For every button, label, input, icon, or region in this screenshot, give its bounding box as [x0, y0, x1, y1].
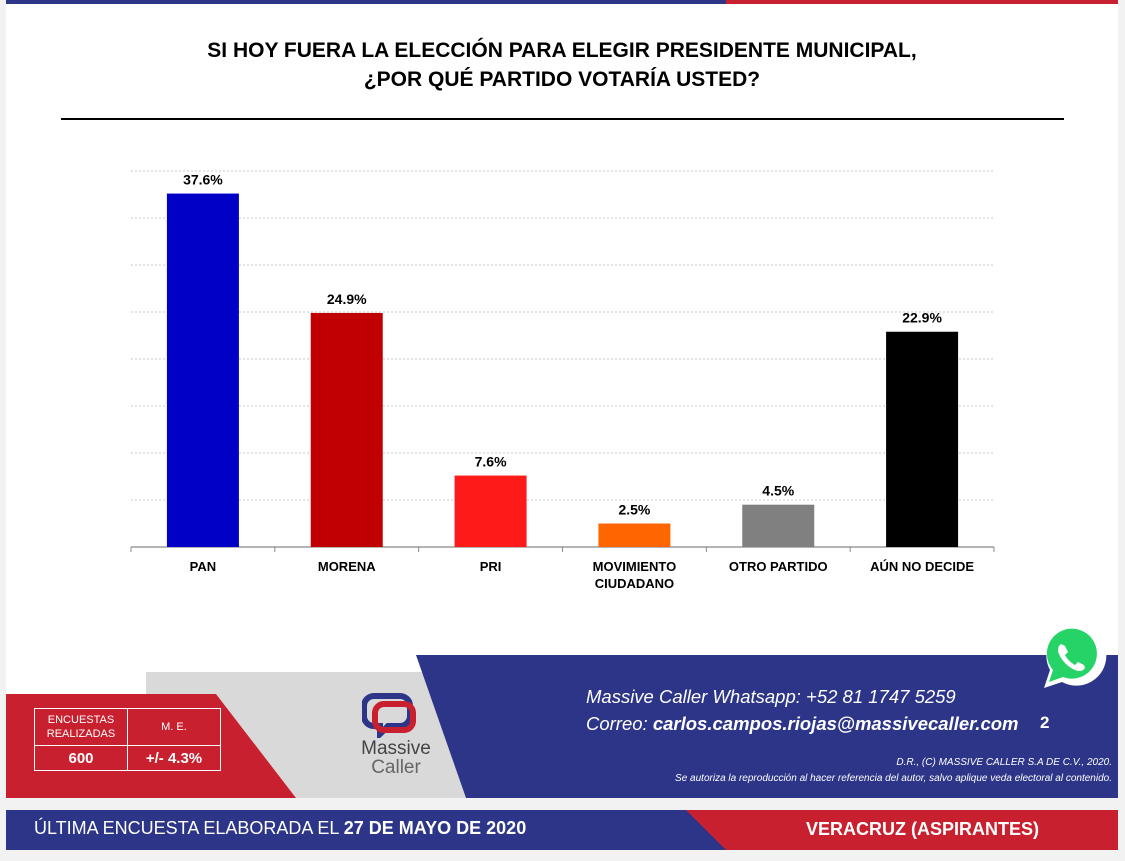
- surveys-label: ENCUESTAS REALIZADAS: [34, 708, 128, 746]
- email-label: Correo:: [586, 713, 648, 734]
- data-label-6: 22.9%: [902, 310, 942, 326]
- survey-stats-table: ENCUESTAS REALIZADAS M. E. 600 +/- 4.3%: [34, 708, 221, 771]
- legal-line-2: Se autoriza la reproducción al hacer ref…: [675, 773, 1112, 784]
- whatsapp-label: Massive Caller Whatsapp:: [586, 686, 801, 707]
- bar-4: [598, 523, 671, 547]
- top-strip: [6, 0, 1118, 4]
- logo-text-massive: Massive: [361, 738, 431, 759]
- whatsapp-icon[interactable]: [1034, 624, 1110, 694]
- massive-caller-logo-icon: [362, 693, 416, 738]
- footer-navy-band: [416, 655, 1118, 798]
- title-rule: [61, 118, 1064, 120]
- margin-value: +/- 4.3%: [127, 745, 221, 771]
- email-contact: Correo: carlos.campos.riojas@massivecall…: [586, 713, 1018, 735]
- chart-title: SI HOY FUERA LA ELECCIÓN PARA ELEGIR PRE…: [6, 36, 1118, 94]
- title-line-1: SI HOY FUERA LA ELECCIÓN PARA ELEGIR PRE…: [207, 39, 917, 62]
- surveys-label-line-2: REALIZADAS: [46, 728, 116, 740]
- surveys-label-line-1: ENCUESTAS: [47, 714, 115, 726]
- last-survey-label: ÚLTIMA ENCUESTA ELABORADA EL 27 DE MAYO …: [34, 818, 526, 839]
- bar-chart: 37.6% PAN 24.9% MORENA 7.6% PRI 2.5% MOVIMIENTO…: [130, 170, 995, 591]
- last-survey-date: 27 DE MAYO DE 2020: [343, 818, 527, 838]
- category-label-6: AÚN NO DECIDE: [870, 559, 974, 574]
- category-label-1: PAN: [190, 559, 216, 574]
- bar-6: [886, 331, 959, 547]
- bar-5: [742, 504, 815, 547]
- data-label-5: 4.5%: [762, 483, 794, 499]
- last-survey-prefix: ÚLTIMA ENCUESTA ELABORADA EL: [34, 818, 339, 838]
- bar-3: [454, 475, 527, 547]
- data-label-3: 7.6%: [475, 454, 507, 470]
- surveys-value: 600: [34, 745, 128, 771]
- bar-2: [310, 312, 383, 547]
- slide: SI HOY FUERA LA ELECCIÓN PARA ELEGIR PRE…: [6, 0, 1118, 798]
- title-line-2: ¿POR QUÉ PARTIDO VOTARÍA USTED?: [363, 68, 761, 91]
- legal-line-1: D.R., (C) MASSIVE CALLER S.A DE C.V., 20…: [896, 757, 1112, 768]
- category-label-4: MOVIMIENTO: [593, 559, 677, 574]
- data-label-2: 24.9%: [327, 291, 367, 307]
- bottom-bar: ÚLTIMA ENCUESTA ELABORADA EL 27 DE MAYO …: [6, 810, 1118, 850]
- category-label-3: PRI: [480, 559, 502, 574]
- bottom-bar-red-section: [686, 810, 1118, 850]
- whatsapp-number: +52 81 1747 5259: [806, 686, 956, 707]
- margin-label: M. E.: [127, 708, 221, 746]
- category-label-5: OTRO PARTIDO: [729, 559, 828, 574]
- region-label: VERACRUZ (ASPIRANTES): [806, 819, 1040, 839]
- bar-1: [166, 193, 239, 547]
- category-label-2: MORENA: [318, 559, 376, 574]
- page-number: 2: [1040, 713, 1050, 732]
- email-link[interactable]: carlos.campos.riojas@massivecaller.com: [652, 713, 1019, 734]
- data-label-4: 2.5%: [618, 502, 650, 518]
- footer-graphics: [6, 655, 1118, 798]
- whatsapp-contact: Massive Caller Whatsapp: +52 81 1747 525…: [586, 686, 956, 708]
- logo-text-caller: Caller: [371, 757, 421, 778]
- category-label-4: CIUDADANO: [595, 576, 674, 591]
- data-label-1: 37.6%: [183, 172, 223, 188]
